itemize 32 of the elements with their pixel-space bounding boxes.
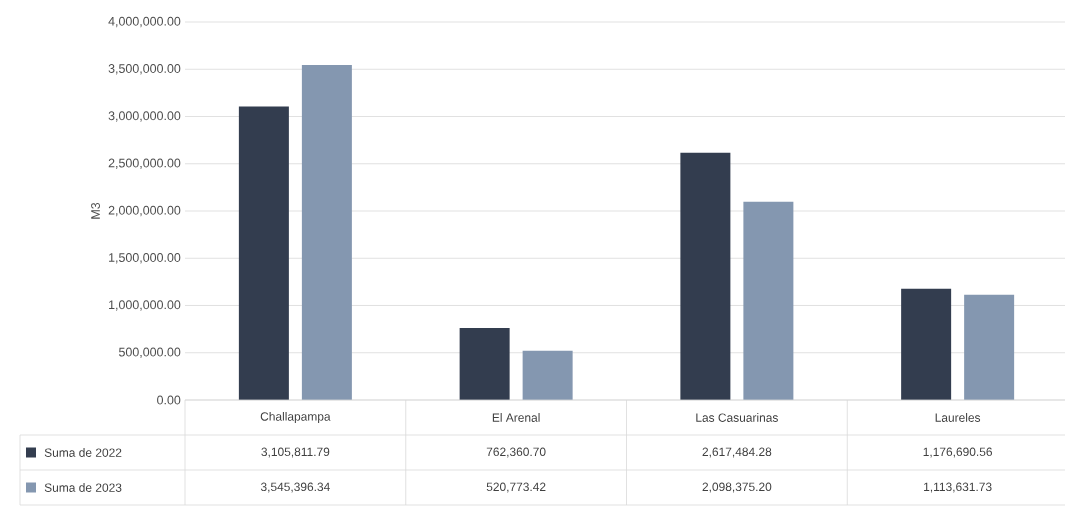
y-tick-label: 500,000.00 — [118, 347, 181, 358]
y-tick-label: 2,500,000.00 — [108, 158, 181, 169]
bar — [964, 294, 1015, 400]
y-tick-label: 2,000,000.00 — [108, 205, 181, 217]
data-label: 1,176,690.56 — [923, 447, 992, 458]
bar — [901, 288, 952, 400]
data-label: 3,105,811.79 — [261, 447, 330, 458]
x-tick-label: Laureles — [935, 413, 981, 422]
y-tick-label: 0.00 — [157, 395, 181, 405]
x-tick-label: El Arenal — [492, 413, 540, 422]
bar — [301, 64, 352, 400]
bar — [743, 201, 794, 400]
bar — [680, 152, 731, 400]
data-label: 762,360.70 — [486, 447, 546, 458]
bar — [459, 327, 510, 400]
data-label: 3,545,396.34 — [260, 482, 330, 493]
data-label: 2,617,484.28 — [702, 447, 772, 458]
x-tick-label: Las Casuarinas — [696, 413, 778, 422]
data-label: 520,773.42 — [486, 482, 546, 493]
data-label: 2,098,375.20 — [702, 482, 772, 493]
y-tick-label: 3,000,000.00 — [108, 111, 181, 122]
y-tick-label: 4,000,000.00 — [108, 16, 181, 28]
x-tick-label: Challapampa — [260, 411, 331, 424]
y-tick-label: 1,000,000.00 — [109, 300, 181, 311]
data-label: 1,113,631.73 — [924, 482, 992, 493]
bar — [522, 350, 573, 400]
legend-label: Suma de 2022 — [44, 448, 122, 457]
y-tick-label: 1,500,000.00 — [109, 253, 181, 264]
bar — [238, 106, 289, 400]
legend-label: Suma de 2023 — [44, 483, 122, 492]
y-axis-title: M3 — [91, 202, 100, 219]
y-tick-label: 3,500,000.00 — [108, 64, 181, 75]
